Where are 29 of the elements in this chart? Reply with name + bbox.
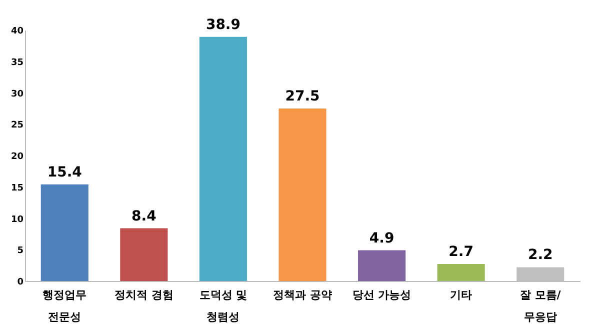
x-tick-label: 도덕성 및 청렴성 — [199, 288, 248, 324]
data-label: 15.4 — [47, 164, 82, 180]
x-tick-label: 당선 가능성 — [352, 288, 412, 302]
x-tick-label: 기타 — [450, 288, 472, 302]
x-tick-label: 잘 모름/ 무응답 — [520, 288, 562, 324]
y-tick-label: 10 — [10, 214, 24, 225]
y-tick-label: 40 — [10, 26, 24, 36]
data-label: 38.9 — [206, 16, 240, 33]
y-tick-label: 25 — [10, 120, 24, 131]
y-tick-label: 0 — [17, 278, 24, 288]
data-label: 8.4 — [132, 208, 157, 224]
bar — [120, 228, 168, 281]
bar — [358, 250, 406, 281]
x-tick-label: 정책과 공약 — [273, 288, 332, 302]
data-label: 4.9 — [369, 230, 394, 246]
data-label: 27.5 — [285, 88, 320, 104]
y-tick-label: 20 — [10, 152, 24, 162]
y-tick-label: 30 — [10, 89, 24, 100]
bar — [40, 184, 88, 281]
x-tick-label: 행정업무 전문성 — [42, 288, 87, 324]
data-label: 2.2 — [528, 247, 553, 264]
y-tick-label: 35 — [10, 58, 24, 68]
bar — [199, 36, 247, 281]
x-tick-label: 정치적 경험 — [114, 288, 174, 302]
bar — [278, 108, 326, 281]
y-tick-label: 15 — [10, 183, 24, 194]
bar — [437, 264, 485, 281]
data-label: 2.7 — [448, 244, 474, 260]
y-tick-label: 5 — [17, 246, 24, 256]
